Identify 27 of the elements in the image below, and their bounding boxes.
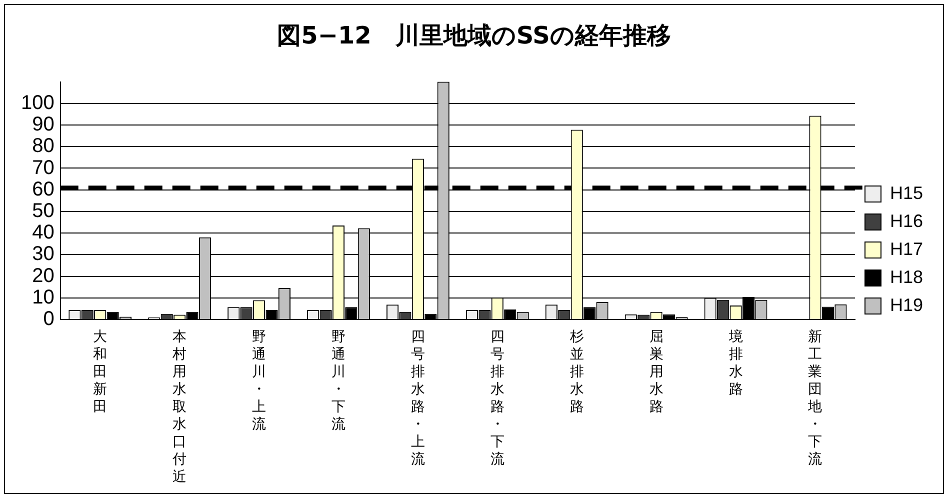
legend-label: H17 [890,238,924,259]
y-tick-label: 100 [20,92,54,114]
legend-label: H19 [890,294,924,315]
x-tick-label: 四号排水路・下流 [490,328,504,468]
y-tick-label: 10 [32,286,54,308]
y-tick-label: 40 [32,222,54,244]
x-tick-label: 野通川・上流 [252,328,266,432]
y-tick-label: 50 [32,200,54,222]
category-label: 本村用水取水口付近 [172,328,187,485]
x-tick-label: 野通川・下流 [331,328,346,432]
y-tick-label: 0 [43,308,54,330]
legend-label: H18 [890,266,924,287]
y-tick-label: 90 [32,114,54,136]
x-tick-label: 杉並排水路 [568,328,584,415]
x-tick-label: 境排水路 [728,328,743,398]
x-tick-label: 四号排水路・上流 [410,328,425,468]
x-tick-label: 屈巣用水路 [649,328,664,415]
y-tick-label: 30 [32,243,54,266]
legend-label: H15 [890,182,924,203]
x-tick-label: 大和田新田 [93,328,108,415]
y-tick-label: 60 [32,178,54,200]
chart-title: 図5−12 川里地域のSSの経年推移 [277,22,671,50]
x-tick-label: 新工業団地・下流 [807,328,822,468]
y-tick-label: 70 [32,156,54,179]
legend-label: H16 [890,210,924,231]
y-tick-label: 80 [32,135,54,158]
y-tick-label: 20 [32,264,54,287]
